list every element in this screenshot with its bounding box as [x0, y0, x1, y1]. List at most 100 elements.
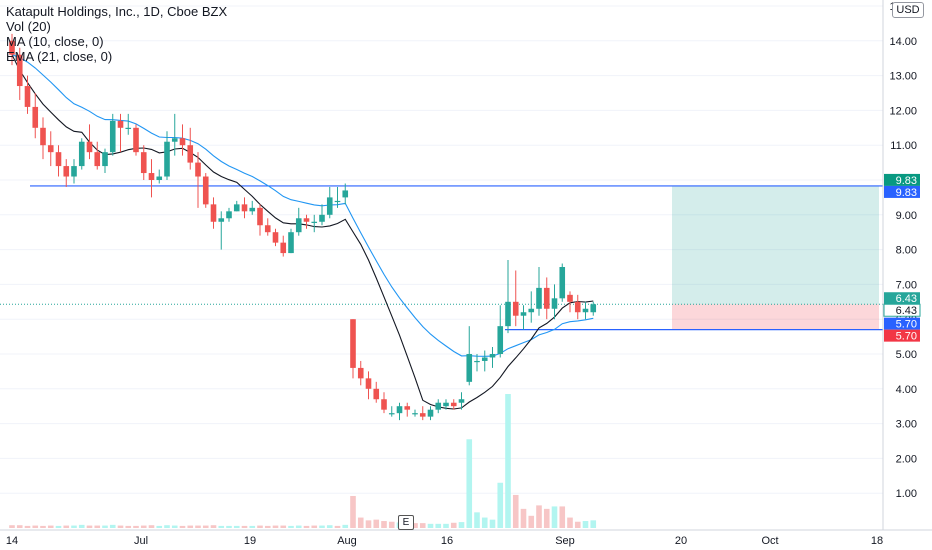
candle: [388, 406, 395, 417]
volume-bar: [272, 525, 279, 528]
candle: [303, 214, 310, 229]
ma-path: [11, 54, 594, 410]
candle-body: [574, 301, 581, 313]
volume-bar: [520, 508, 527, 528]
price-tick-label: 7.00: [896, 279, 917, 291]
candle-body: [559, 267, 566, 299]
candle-body: [63, 166, 70, 177]
candle: [117, 113, 124, 153]
horizontal-lines[interactable]: [0, 185, 883, 331]
volume-bar: [71, 525, 77, 528]
volume-bar: [388, 521, 395, 528]
candle: [512, 270, 519, 327]
volume-bar: [125, 525, 132, 528]
volume-bar: [582, 521, 589, 528]
candle: [257, 204, 263, 236]
candle-body: [427, 409, 434, 417]
earnings-event-marker[interactable]: E: [398, 515, 414, 530]
volume-bar: [505, 394, 511, 528]
candle-body: [295, 218, 302, 233]
candle-body: [365, 378, 372, 389]
candle: [536, 267, 542, 316]
candle: [249, 200, 256, 215]
candle-body: [125, 127, 132, 129]
candle: [582, 301, 589, 320]
price-badge[interactable]: 6.43: [883, 303, 921, 317]
time-tick-label: Oct: [761, 535, 778, 547]
candle: [543, 277, 550, 320]
volume-bar: [40, 525, 46, 528]
price-badge[interactable]: 9.83: [884, 173, 920, 187]
volume-bar: [202, 525, 209, 528]
volume-bar: [412, 523, 418, 528]
candle: [195, 152, 201, 208]
volume-bar: [47, 525, 54, 528]
candle: [342, 183, 349, 205]
candle-body: [226, 211, 232, 219]
candle: [427, 406, 434, 421]
volume-bar: [288, 525, 294, 528]
candle-body: [94, 152, 101, 167]
candle: [326, 186, 333, 219]
candle-body: [412, 413, 418, 415]
price-badge[interactable]: 5.70: [884, 317, 920, 331]
candle-body: [78, 141, 85, 167]
candle: [171, 113, 178, 156]
candle: [133, 124, 139, 156]
candle: [78, 138, 85, 170]
ma-indicator-label[interactable]: MA (10, close, 0): [6, 34, 104, 49]
price-badge[interactable]: 6.43: [884, 292, 920, 305]
candle: [481, 350, 488, 372]
price-badge[interactable]: 5.70: [884, 329, 920, 343]
candle-body: [419, 413, 426, 417]
symbol-title[interactable]: Katapult Holdings, Inc., 1D, Cboe BZX: [6, 4, 228, 19]
candle: [574, 294, 581, 320]
price-badge[interactable]: 9.83: [884, 185, 920, 199]
currency-button[interactable]: USD: [892, 2, 924, 18]
price-tick-label: 8.00: [896, 245, 917, 257]
candle: [295, 207, 302, 236]
price-badge-label: 9.83: [896, 187, 917, 199]
price-badge-box: [884, 317, 920, 330]
candle: [435, 399, 442, 414]
candle-body: [590, 304, 597, 313]
candle-body: [357, 367, 364, 379]
time-tick-label: Jul: [134, 535, 148, 547]
price-badge-box: [884, 173, 920, 186]
volume-bar: [342, 524, 349, 528]
candle-body: [350, 319, 356, 368]
candle-body: [404, 406, 411, 410]
volume-bar: [32, 525, 39, 528]
price-badge-label: 5.70: [896, 331, 917, 343]
volume-indicator-label[interactable]: Vol (20): [6, 19, 51, 34]
candle: [156, 169, 163, 184]
candle: [140, 145, 147, 180]
volume-bar: [435, 523, 442, 528]
long-position-tool[interactable]: [672, 185, 879, 330]
candle: [559, 263, 566, 302]
candle: [311, 214, 318, 233]
volume-bar: [210, 525, 217, 528]
candle: [16, 47, 23, 100]
candle-body: [202, 176, 209, 205]
candle: [357, 360, 364, 386]
volume-bar: [187, 525, 194, 528]
price-tick-label: 4.00: [896, 384, 917, 396]
time-axis[interactable]: 14 Jul 19 Aug 16 Sep 20 Oct 18: [0, 529, 932, 547]
candle: [567, 291, 573, 313]
ema-indicator-label[interactable]: EMA (21, close, 0): [6, 49, 113, 64]
time-tick-label: 16: [441, 535, 453, 547]
price-badge-box: [883, 303, 921, 317]
candle-body: [156, 176, 163, 180]
candle-body: [233, 204, 240, 212]
volume-bar: [86, 525, 93, 528]
price-axis[interactable]: 15.0014.0013.0012.0011.0010.009.008.007.…: [882, 0, 921, 530]
candle-body: [140, 152, 147, 174]
candle: [443, 399, 449, 410]
candle-body: [435, 402, 442, 410]
candle: [466, 326, 473, 386]
volume-bar: [590, 520, 597, 528]
candle: [40, 117, 46, 160]
candle: [86, 124, 93, 160]
